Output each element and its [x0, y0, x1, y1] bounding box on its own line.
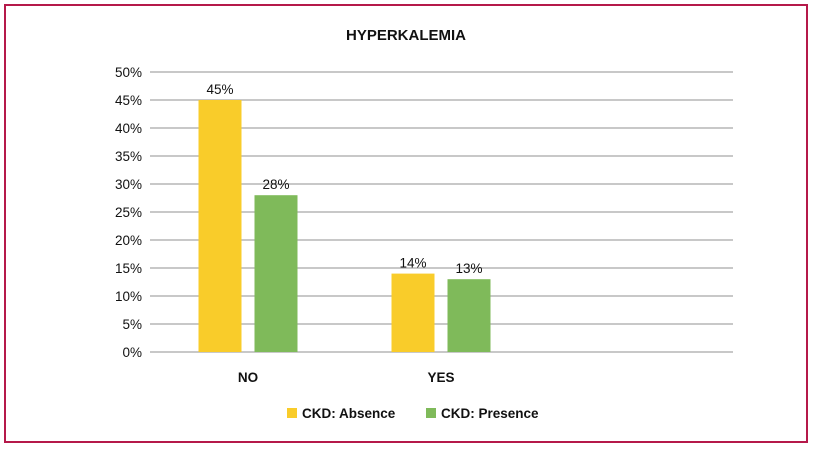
data-label: 45% — [206, 82, 233, 97]
y-tick-label: 25% — [115, 205, 142, 220]
x-axis-categories: NO YES — [238, 370, 455, 385]
legend-label: CKD: Presence — [441, 406, 539, 421]
legend-swatch — [287, 408, 297, 418]
y-tick-label: 20% — [115, 233, 142, 248]
chart-frame — [4, 4, 808, 443]
y-tick-label: 5% — [122, 317, 142, 332]
bar-yes-series-2 — [447, 279, 491, 352]
chart-title: HYPERKALEMIA — [346, 27, 466, 44]
bar-no-series-1 — [198, 100, 242, 352]
data-label: 13% — [455, 261, 482, 276]
y-tick-label: 40% — [115, 121, 142, 136]
y-tick-label: 50% — [115, 65, 142, 80]
bar-no-series-2 — [254, 195, 298, 352]
y-axis-ticks: 0% 5% 10% 15% 20% 25% 30% 35% 40% 45% 50% — [115, 65, 142, 360]
bars — [198, 100, 491, 352]
legend: CKD: Absence CKD: Presence — [287, 406, 539, 421]
y-tick-label: 10% — [115, 289, 142, 304]
y-tick-label: 30% — [115, 177, 142, 192]
data-label: 28% — [262, 177, 289, 192]
legend-swatch — [426, 408, 436, 418]
y-tick-label: 15% — [115, 261, 142, 276]
y-tick-label: 0% — [122, 345, 142, 360]
bar-yes-series-1 — [391, 273, 435, 352]
x-category-label: YES — [427, 370, 454, 385]
data-label: 14% — [399, 256, 426, 271]
y-tick-label: 35% — [115, 149, 142, 164]
gridlines — [150, 71, 733, 353]
data-labels: 45% 14% 28% 13% — [206, 82, 482, 276]
x-category-label: NO — [238, 370, 258, 385]
legend-label: CKD: Absence — [302, 406, 396, 421]
y-tick-label: 45% — [115, 93, 142, 108]
